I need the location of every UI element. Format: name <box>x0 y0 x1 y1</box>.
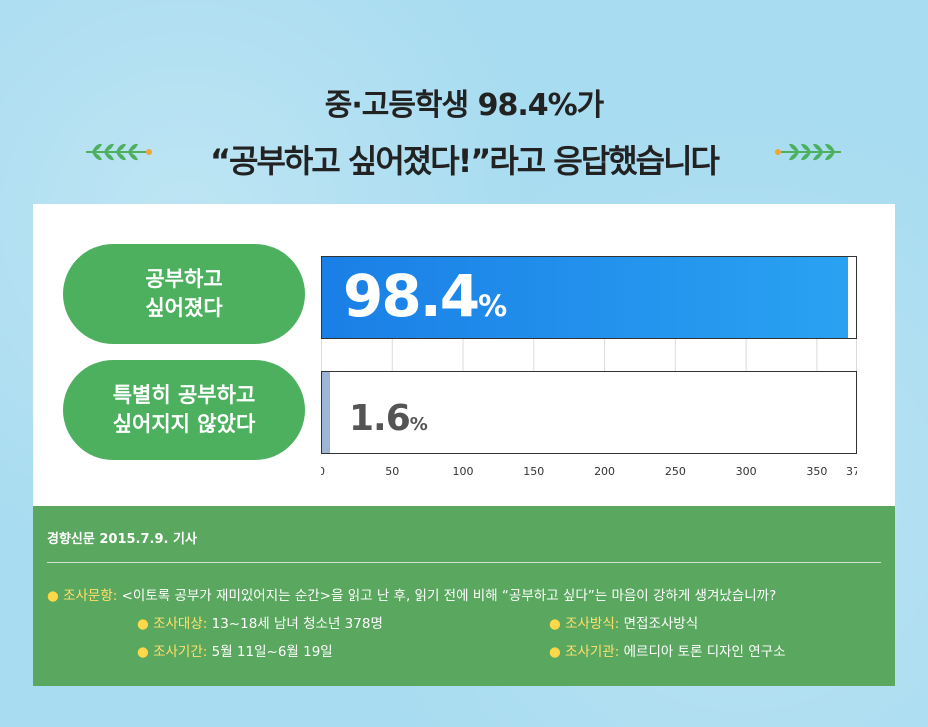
survey-period: ● 조사기간: 5월 11일~6월 19일 <box>137 644 333 660</box>
survey-info-panel: 경향신문 2015.7.9. 기사 ● 조사문항: <이토록 공부가 재미있어지… <box>33 506 895 686</box>
bar-1 <box>322 257 849 338</box>
x-tick-label-3: 150 <box>523 465 544 478</box>
headline-line-2: “공부하고 싶어졌다!”라고 응답했습니다 <box>210 142 720 180</box>
leaf-left-icon <box>86 143 152 161</box>
x-tick-label-7: 350 <box>806 465 827 478</box>
x-tick-label-2: 100 <box>453 465 474 478</box>
chart-card: 공부하고 싶어졌다 특별히 공부하고 싶어지지 않았다 0 50 100 150 200… <box>33 204 895 506</box>
survey-organization: ● 조사기관: 에르디아 토론 디자인 연구소 <box>549 644 786 660</box>
bar-value-label-2: 1.6% <box>349 398 428 439</box>
x-tick-label-8: 378 <box>846 465 857 478</box>
source-citation: 경향신문 2015.7.9. 기사 <box>47 532 197 547</box>
x-tick-label-4: 200 <box>594 465 615 478</box>
leaf-right-icon <box>775 143 841 161</box>
survey-question: ● 조사문항: <이토록 공부가 재미있어지는 순간>을 읽고 난 후, 읽기 … <box>47 588 777 604</box>
divider <box>47 562 881 563</box>
x-tick-label-5: 250 <box>665 465 686 478</box>
bar-frame-2 <box>321 371 857 454</box>
x-tick-label-0: 0 <box>321 465 325 478</box>
category-label-2: 특별히 공부하고 싶어지지 않았다 <box>63 360 305 460</box>
bar-2 <box>322 372 330 453</box>
survey-method: ● 조사방식: 면접조사방식 <box>549 616 699 632</box>
headline-line-1: 중·고등학생 98.4%가 <box>324 88 605 123</box>
bar-plot: 0 50 100 150 200 250 300 350 378 98.4% 1.6% <box>321 256 857 496</box>
survey-target: ● 조사대상: 13~18세 남녀 청소년 378명 <box>137 616 383 632</box>
x-tick-label-6: 300 <box>736 465 757 478</box>
bar-chart: 0 50 100 150 200 250 300 350 378 <box>321 256 857 478</box>
bar-value-label-1: 98.4% <box>343 262 507 330</box>
x-tick-label-1: 50 <box>385 465 399 478</box>
category-label-1: 공부하고 싶어졌다 <box>63 244 305 344</box>
